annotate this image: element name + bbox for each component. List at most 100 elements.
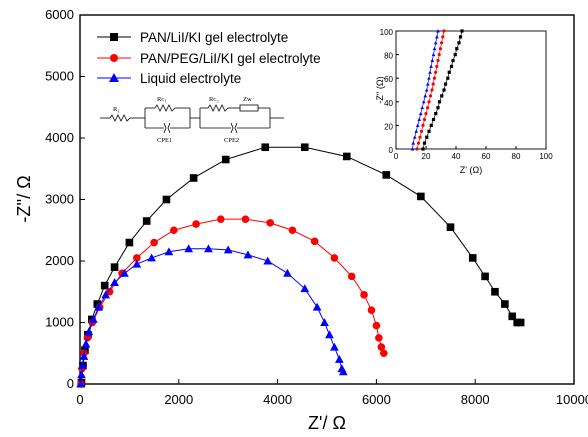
inset-data-point — [419, 129, 424, 133]
inset-data-point — [430, 88, 434, 92]
resistor-rct1 — [154, 104, 176, 112]
x-tick-label: 6000 — [362, 392, 391, 407]
inset-data-point — [447, 70, 451, 74]
circuit-labels: R₁ Rᴄ₁ CPE1 Rᴄ₂ Zᴡ CPE2 — [113, 96, 252, 144]
inset-data-point — [458, 35, 463, 39]
inset-data-point — [431, 117, 436, 122]
data-point — [76, 379, 86, 388]
inset-data-point — [437, 53, 441, 57]
data-point — [125, 238, 134, 247]
data-point — [184, 244, 194, 253]
inset-data-point — [427, 76, 431, 80]
data-point — [147, 253, 156, 262]
x-tick-label: 8000 — [461, 392, 490, 407]
inset-data-point — [422, 141, 427, 145]
inset-data-point — [416, 141, 421, 145]
inset-data-point — [436, 29, 440, 33]
inset-data-point — [434, 70, 438, 74]
legend-label-liquid: Liquid electrolyte — [140, 71, 241, 86]
data-point — [367, 306, 376, 315]
data-point — [81, 339, 91, 348]
data-point — [88, 315, 98, 323]
inset-y-axis-title: -Z'' (Ω) — [375, 76, 385, 103]
inset-data-point — [424, 112, 428, 116]
y-tick-label: 2000 — [45, 253, 74, 268]
inset-y-tick-label: 20 — [384, 122, 393, 131]
inset-data-point — [425, 82, 430, 86]
inset-data-point — [441, 35, 445, 39]
data-point — [93, 300, 102, 308]
data-point — [481, 272, 489, 281]
data-point — [263, 256, 273, 265]
inset-data-point — [433, 40, 438, 45]
data-point — [360, 291, 368, 299]
data-point — [288, 226, 297, 235]
data-point — [261, 143, 270, 152]
data-point — [221, 155, 230, 164]
data-point — [216, 215, 225, 223]
data-point — [382, 171, 391, 179]
data-point — [508, 312, 517, 321]
data-point — [94, 302, 104, 311]
inset-data-point — [440, 41, 444, 45]
data-point — [189, 174, 198, 182]
data-point — [501, 300, 509, 308]
inset-data-point — [437, 100, 442, 104]
inset-data-point — [421, 99, 426, 104]
inset-data-point — [451, 58, 455, 63]
inset-x-tick-label: 20 — [422, 152, 431, 161]
inset-data-point — [442, 29, 446, 33]
inset-data-point — [434, 112, 438, 116]
inset-y-tick-label: 60 — [384, 75, 393, 84]
inset-x-tick-label: 80 — [512, 152, 521, 161]
data-point — [266, 219, 274, 227]
inset-x-axis-title: Z' (Ω) — [460, 165, 482, 175]
data-point — [192, 220, 200, 228]
inset-data-point — [414, 129, 419, 133]
inset-data-point — [443, 82, 448, 86]
data-point — [110, 278, 119, 287]
y-tick-label: 0 — [67, 376, 74, 391]
data-point — [516, 318, 525, 327]
y-tick-label: 5000 — [45, 69, 74, 84]
inset-data-point — [421, 123, 425, 127]
legend: PAN/LiI/KI gel electrolyte PAN/PEG/LiI/K… — [97, 30, 321, 86]
data-point — [120, 268, 129, 277]
data-point — [223, 245, 233, 254]
data-point — [142, 217, 151, 225]
inset-data-point — [457, 41, 461, 45]
inset-data-point — [420, 105, 425, 110]
data-point — [312, 302, 322, 311]
inset-data-point — [427, 129, 431, 133]
inset-data-point — [418, 111, 423, 116]
data-point — [101, 290, 111, 299]
inset-data-point — [422, 117, 427, 122]
inset-data-point — [410, 147, 415, 151]
inset-data-point — [418, 135, 422, 139]
data-point — [133, 254, 141, 262]
data-point — [334, 355, 344, 363]
data-point — [300, 284, 310, 293]
inset-data-point — [442, 88, 446, 92]
inset-data-point — [449, 64, 454, 68]
circuit-label-rct1: Rᴄ₁ — [157, 96, 167, 103]
data-point — [468, 254, 477, 262]
data-point — [446, 223, 455, 231]
inset-data-point — [432, 76, 436, 80]
inset-y-tick-label: 0 — [389, 146, 394, 155]
data-point — [375, 334, 383, 342]
circuit-label-rct2: Rᴄ₂ — [209, 96, 219, 103]
data-point — [132, 259, 142, 268]
data-point — [377, 343, 386, 351]
y-tick-label: 6000 — [45, 7, 74, 22]
inset-frame — [395, 30, 547, 150]
data-point — [241, 215, 250, 223]
data-point — [243, 250, 253, 259]
inset-data-point — [430, 58, 435, 62]
y-tick-label: 4000 — [45, 130, 74, 145]
data-point — [164, 247, 174, 256]
data-point — [491, 287, 499, 296]
inset-background — [376, 24, 548, 159]
inset-data-point — [411, 141, 416, 145]
inset-data-point — [431, 52, 436, 57]
